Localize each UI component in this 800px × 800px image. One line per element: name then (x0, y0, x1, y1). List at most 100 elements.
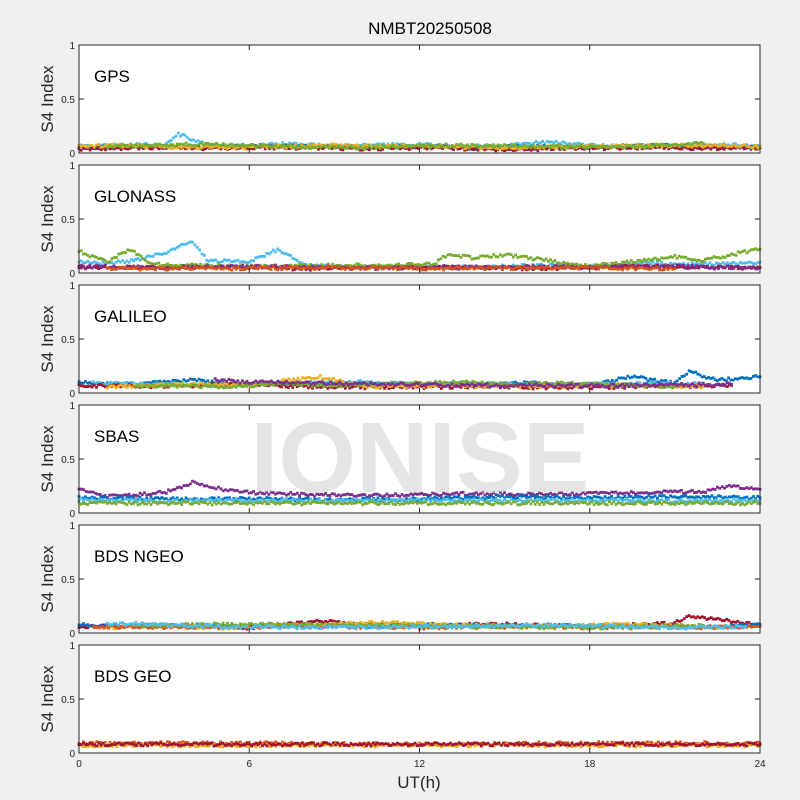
data-point (716, 148, 719, 152)
data-point (136, 145, 140, 148)
data-point (658, 145, 662, 149)
data-point (516, 256, 520, 259)
data-point (232, 146, 236, 149)
data-point (632, 383, 635, 387)
data-point (638, 384, 642, 388)
data-point (505, 384, 509, 387)
data-point (732, 143, 736, 147)
data-point (433, 265, 437, 269)
data-point (198, 483, 201, 487)
data-point (677, 383, 681, 387)
data-point (357, 144, 360, 148)
data-point (372, 144, 376, 148)
data-point (566, 493, 570, 497)
data-point (599, 146, 603, 149)
data-point (531, 381, 535, 385)
data-point (509, 265, 513, 268)
data-point (347, 383, 350, 387)
data-point (84, 490, 88, 493)
data-point (443, 380, 446, 384)
data-point (622, 376, 625, 380)
data-point (293, 265, 297, 268)
data-point (92, 260, 96, 264)
data-point (376, 380, 380, 384)
data-point (254, 256, 258, 260)
data-point (386, 382, 390, 385)
data-point (730, 264, 733, 268)
data-point (647, 143, 651, 147)
data-point (202, 253, 206, 257)
data-point (470, 144, 474, 148)
data-point (684, 255, 688, 259)
data-point (117, 252, 121, 256)
data-point (136, 143, 140, 147)
data-point (370, 147, 373, 150)
data-point (400, 493, 404, 496)
data-point (387, 265, 391, 269)
data-point (263, 147, 267, 151)
data-point (199, 381, 202, 385)
data-point (265, 383, 269, 387)
data-point (405, 493, 408, 497)
data-point (605, 385, 609, 389)
data-point (551, 144, 554, 147)
data-point (680, 255, 683, 259)
data-point (509, 253, 513, 256)
data-point (514, 148, 518, 152)
data-point (642, 384, 646, 388)
data-point (557, 142, 560, 145)
data-point (226, 385, 229, 389)
data-point (485, 492, 489, 495)
data-point (623, 386, 627, 390)
data-point (577, 267, 581, 270)
data-point (525, 267, 528, 271)
data-point (590, 491, 594, 495)
data-point (599, 384, 602, 388)
data-point (128, 249, 132, 252)
data-point (656, 260, 659, 264)
data-point (608, 145, 611, 149)
data-point (637, 376, 641, 379)
data-point (439, 387, 443, 390)
data-point (179, 134, 182, 138)
data-point (710, 384, 714, 388)
data-point (610, 262, 613, 265)
data-point (82, 384, 85, 388)
data-point (477, 382, 480, 386)
data-point (485, 254, 489, 258)
data-point (612, 262, 616, 265)
data-point (291, 146, 295, 150)
data-point (485, 385, 489, 389)
data-point (143, 384, 146, 387)
data-point (614, 261, 618, 264)
data-point (352, 267, 356, 270)
data-point (167, 144, 170, 148)
data-point (463, 254, 467, 257)
data-point (723, 383, 727, 387)
data-point (183, 133, 187, 137)
data-point (359, 384, 363, 387)
data-point (573, 146, 576, 150)
data-point (747, 249, 751, 253)
data-point (217, 386, 221, 390)
data-point (346, 265, 349, 269)
data-point (406, 384, 410, 387)
data-point (601, 381, 605, 384)
data-point (245, 384, 249, 387)
data-point (459, 142, 463, 146)
data-point (581, 143, 585, 147)
data-point (690, 261, 694, 265)
data-point (158, 489, 162, 493)
data-point (472, 492, 476, 495)
data-point (374, 268, 378, 271)
data-point (239, 146, 243, 150)
data-point (736, 144, 740, 148)
data-point (570, 380, 574, 384)
data-point (333, 382, 337, 386)
data-point (470, 265, 474, 269)
data-point (483, 383, 487, 386)
data-point (640, 261, 644, 265)
data-point (307, 380, 311, 384)
data-point (686, 384, 690, 388)
data-point (560, 145, 563, 148)
